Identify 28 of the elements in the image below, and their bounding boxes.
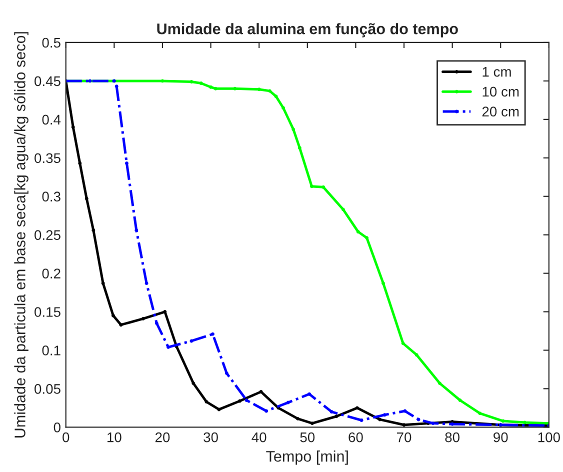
y-tick-label: 0.45: [34, 76, 60, 86]
x-tick-label: 20: [155, 432, 170, 442]
y-tick-label: 0.2: [42, 268, 60, 278]
chart-title: Umidade da alumina em função do tempo: [157, 23, 458, 38]
y-tick-label: 0.35: [34, 153, 60, 164]
x-tick-label: 70: [396, 432, 412, 442]
y-tick-label: 0.15: [34, 307, 60, 317]
x-tick-label: 0: [62, 432, 70, 442]
y-axis-title: Umidade da particula em base seca[kg agua/kg sólido seco]: [14, 32, 28, 438]
x-tick-label: 40: [252, 432, 266, 442]
x-tick-label: 30: [204, 432, 218, 442]
x-tick-label: 50: [300, 432, 315, 442]
y-tick-label: 0.05: [34, 384, 60, 394]
y-tick-label: 0.4: [42, 114, 61, 125]
legend-label: 20 cm: [482, 106, 519, 117]
x-axis-title: Tempo [min]: [266, 450, 348, 465]
legend-label: 1 cm: [482, 67, 511, 77]
x-tick-label: 90: [494, 432, 508, 442]
y-tick-label: 0.3: [42, 192, 60, 202]
y-tick-label: 0.5: [42, 38, 60, 48]
legend-label: 10 cm: [482, 86, 519, 97]
x-tick-label: 80: [445, 432, 460, 442]
x-tick-label: 100: [538, 432, 560, 442]
y-tick-label: 0.25: [34, 230, 60, 240]
y-tick-label: 0.1: [42, 346, 60, 356]
x-tick-label: 60: [348, 432, 363, 442]
y-tick-label: 0: [54, 422, 60, 432]
x-tick-label: 10: [108, 432, 122, 442]
